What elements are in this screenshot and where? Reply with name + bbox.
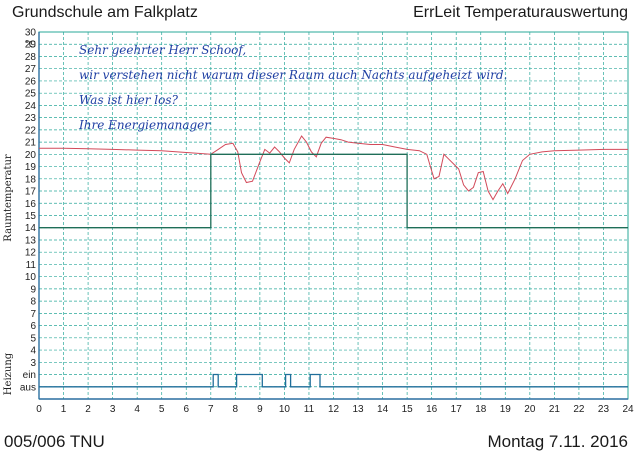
- x-tick-label: 24: [622, 404, 634, 415]
- x-tick-label: 17: [451, 404, 463, 415]
- x-tick-label: 16: [426, 404, 438, 415]
- x-tick-label: 1: [61, 404, 67, 415]
- room-code: 005/006 TNU: [4, 432, 105, 451]
- x-tick-label: 0: [36, 404, 42, 415]
- heating-tick-label: aus: [20, 382, 36, 393]
- y-tick-label: 13: [25, 235, 37, 246]
- y-tick-label: 19: [25, 162, 37, 173]
- y-tick-label: 3: [30, 358, 36, 369]
- y-tick-label: 17: [25, 187, 37, 198]
- setpoint-line: [39, 153, 628, 229]
- x-tick-label: 4: [134, 404, 140, 415]
- y-tick-label: 25: [25, 89, 37, 100]
- report-date: Montag 7.11. 2016: [487, 432, 628, 451]
- x-tick-label: 15: [402, 404, 414, 415]
- x-tick-label: 6: [183, 404, 189, 415]
- y-tick-label: 20: [25, 150, 37, 161]
- y-tick-label: 14: [25, 223, 37, 234]
- y-tick-label: 10: [25, 272, 37, 283]
- x-tick-label: 19: [500, 404, 512, 415]
- y-tick-label: 21: [25, 138, 37, 149]
- x-tick-label: 8: [233, 404, 239, 415]
- x-tick-label: 14: [377, 404, 389, 415]
- y-tick-label: 24: [25, 101, 37, 112]
- y-tick-label: 22: [25, 125, 37, 136]
- x-tick-label: 7: [208, 404, 214, 415]
- handwritten-note-line: Ihre Energiemanager: [78, 118, 211, 132]
- heating-line: [39, 373, 628, 388]
- handwritten-note-line: Sehr geehrter Herr Schoof,: [79, 43, 246, 57]
- x-tick-label: 22: [573, 404, 585, 415]
- school-title: Grundschule am Falkplatz: [12, 4, 198, 21]
- handwritten-note-line: Was ist hier los?: [79, 93, 178, 107]
- y-tick-label: 12: [25, 248, 37, 259]
- y-tick-label: 6: [30, 321, 36, 332]
- x-tick-label: 20: [524, 404, 536, 415]
- x-tick-label: 23: [598, 404, 610, 415]
- y-tick-label: 11: [26, 260, 37, 271]
- x-tick-label: 21: [549, 404, 561, 415]
- report-title: ErrLeit Temperaturauswertung: [413, 4, 628, 21]
- x-tick-label: 3: [110, 404, 116, 415]
- y-tick-label: 30: [25, 28, 37, 39]
- x-tick-label: 18: [475, 404, 487, 415]
- x-tick-label: 9: [257, 404, 263, 415]
- y-tick-label: 5: [30, 333, 36, 344]
- y-tick-label: 28: [25, 52, 37, 63]
- y-tick-label: 27: [25, 64, 37, 75]
- x-tick-label: 11: [304, 404, 315, 415]
- heating-axis-label: Heizung: [3, 352, 14, 395]
- y-tick-label: 9: [30, 284, 36, 295]
- y-tick-label: 16: [25, 199, 37, 210]
- y-tick-label: 23: [25, 113, 37, 124]
- room-temperature-line: [39, 135, 628, 201]
- y-unit-label: °C: [25, 40, 36, 51]
- handwritten-note-line: wir verstehen nicht warum dieser Raum au…: [79, 68, 507, 82]
- x-tick-label: 13: [352, 404, 364, 415]
- y-tick-label: 8: [30, 297, 36, 308]
- y-tick-label: 26: [25, 76, 37, 87]
- x-tick-label: 5: [159, 404, 165, 415]
- y-tick-label: 18: [25, 174, 37, 185]
- y-tick-label: 29: [25, 40, 37, 51]
- x-tick-label: 12: [328, 404, 340, 415]
- y-tick-label: 15: [25, 211, 37, 222]
- y-tick-label: 4: [30, 346, 36, 357]
- x-tick-label: 2: [85, 404, 91, 415]
- y-axis-label: Raumtemperatur: [3, 154, 14, 242]
- y-tick-label: 7: [30, 309, 36, 320]
- x-tick-label: 10: [279, 404, 291, 415]
- heating-tick-label: ein: [23, 370, 36, 381]
